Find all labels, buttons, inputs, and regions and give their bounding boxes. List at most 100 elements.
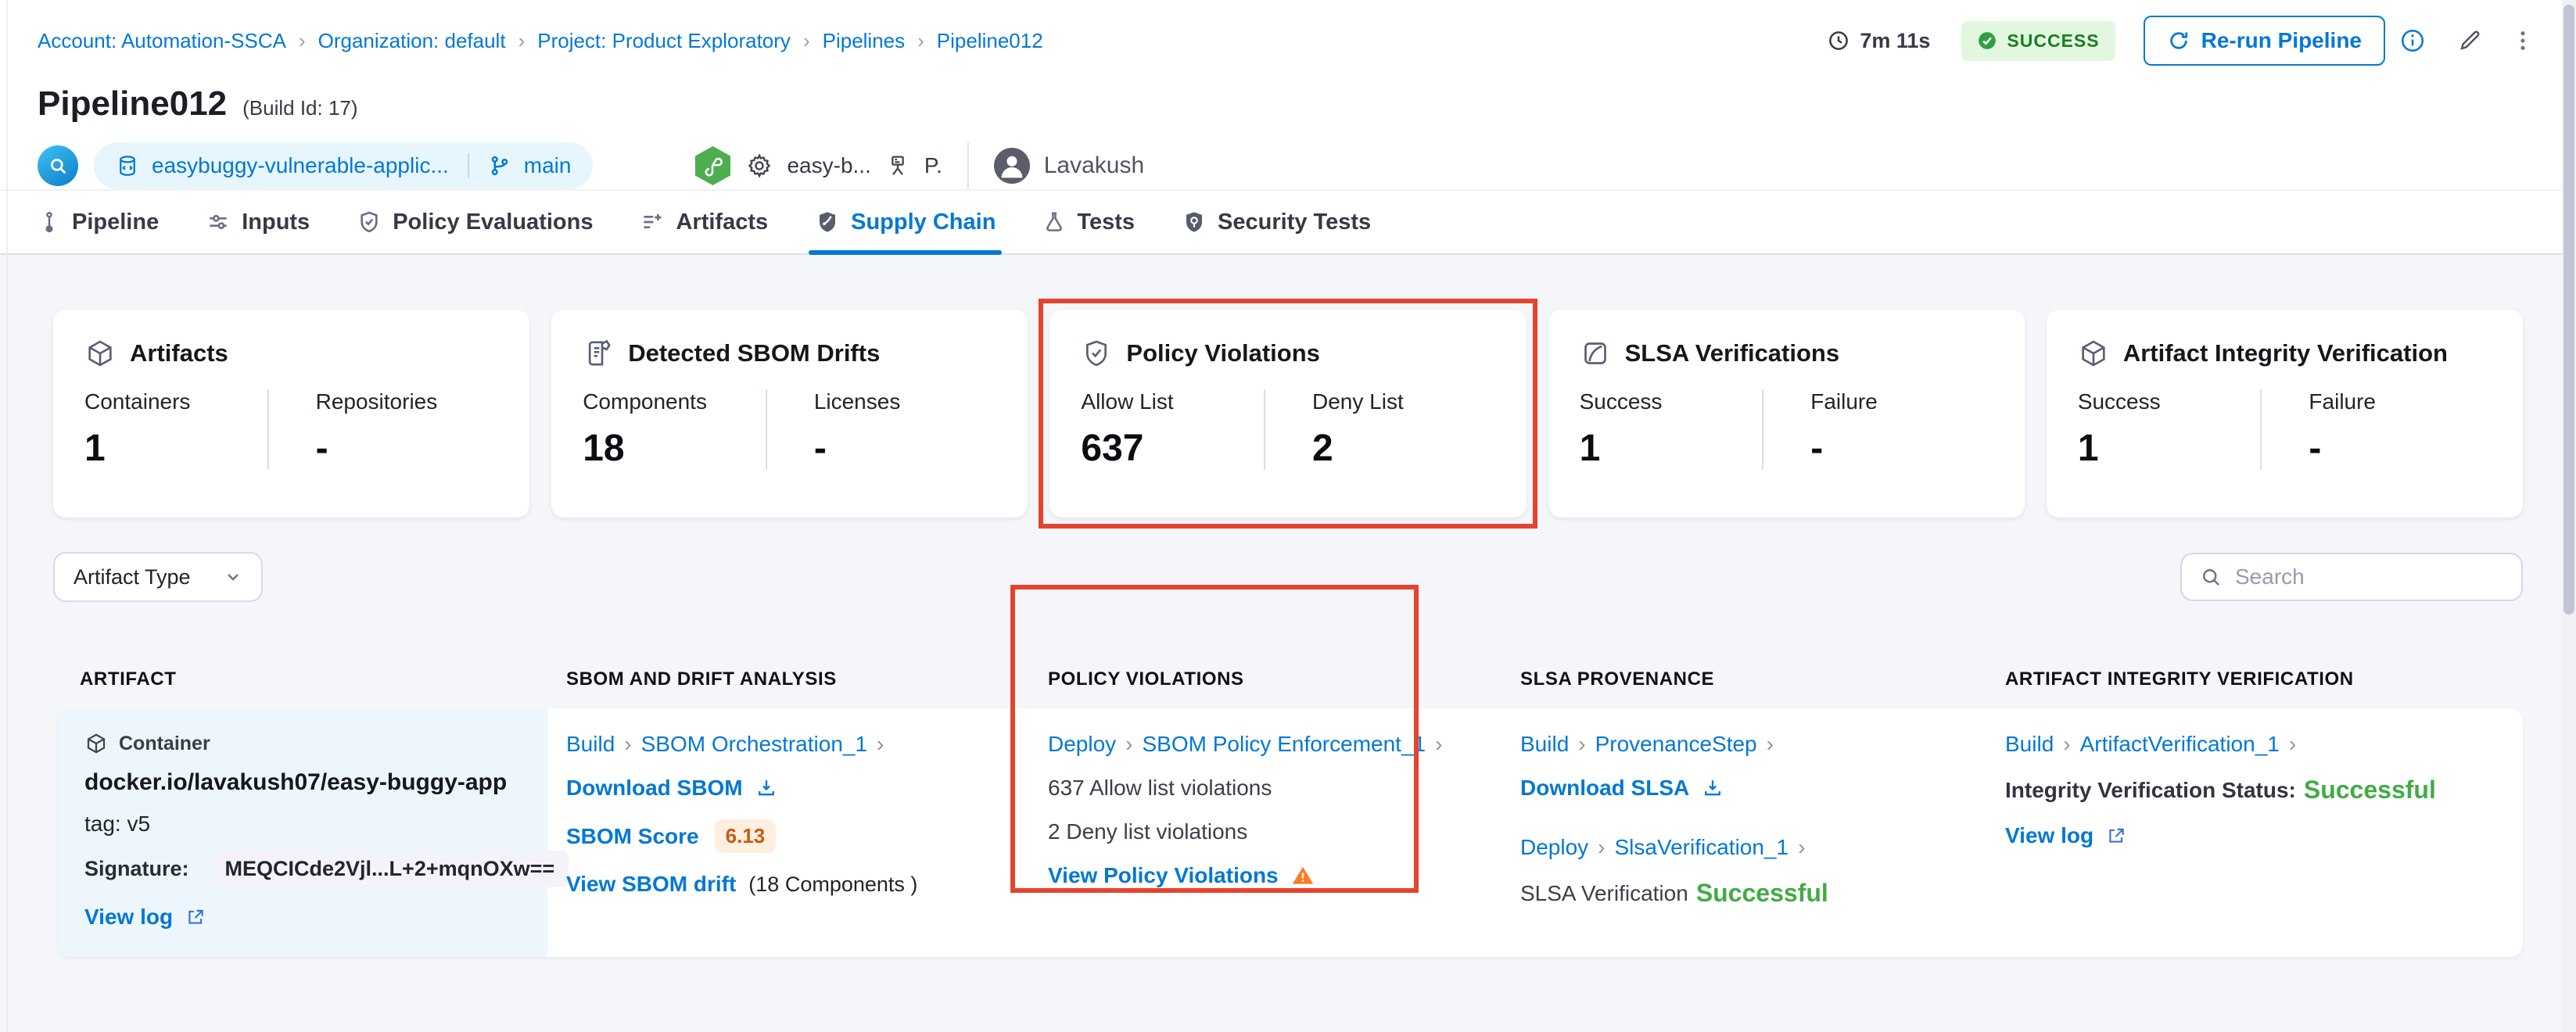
stat-label: Containers <box>84 389 191 414</box>
stage-link[interactable]: Deploy <box>1520 835 1589 859</box>
step-link[interactable]: ProvenanceStep <box>1595 732 1757 756</box>
sbom-document-icon <box>583 338 614 369</box>
view-log-link[interactable]: View log <box>2005 823 2126 848</box>
download-icon <box>755 777 777 799</box>
user-name: Lavakush <box>1043 152 1145 178</box>
search-input[interactable] <box>2235 564 2504 589</box>
stat-label: Licenses <box>813 389 901 414</box>
tab-policy-evaluations[interactable]: Policy Evaluations <box>357 191 593 253</box>
stage-link[interactable]: Deploy <box>1048 732 1117 756</box>
chevron-separator <box>1788 835 1805 860</box>
breadcrumb: Account: Automation-SSCA Organization: d… <box>38 29 1043 53</box>
artifact-tag: tag: v5 <box>84 812 151 836</box>
stat-value: - <box>813 428 827 469</box>
chevron-separator <box>791 29 823 53</box>
info-icon[interactable] <box>2399 27 2426 54</box>
chevron-separator <box>286 29 318 53</box>
check-circle-icon <box>1977 30 1997 51</box>
search-icon <box>2199 565 2223 589</box>
step-link[interactable]: SBOM Policy Enforcement_1 <box>1142 732 1426 756</box>
stat-label: Success <box>2077 389 2161 414</box>
stat-label: Success <box>1579 389 1663 414</box>
download-icon <box>1702 777 1724 799</box>
view-policy-violations-link[interactable]: View Policy Violations <box>1048 863 1315 888</box>
stat-label: Deny List <box>1312 389 1404 414</box>
scrollbar-thumb[interactable] <box>2563 5 2574 615</box>
signature-value: MEQCICde2Vjl...L+2+mqnOXw== <box>210 851 569 887</box>
stat-label: Allow List <box>1081 389 1174 414</box>
chevron-down-icon <box>224 568 242 586</box>
artifact-type-dropdown[interactable]: Artifact Type <box>53 552 263 602</box>
card-sbom-drifts: Detected SBOM Drifts Components 18 Licens… <box>551 310 1028 518</box>
repo-link[interactable]: easybuggy-vulnerable-applic... <box>152 153 449 177</box>
allow-list-violations: 637 Allow list violations <box>1048 776 1272 800</box>
summary-cards: Artifacts Containers 1 Repositories - Dete… <box>53 299 2524 529</box>
breadcrumb-project[interactable]: Project: Product Exploratory <box>537 28 791 52</box>
view-sbom-drift-link[interactable]: View SBOM drift <box>566 872 737 896</box>
chevron-separator <box>1569 732 1595 757</box>
kebab-menu-icon[interactable] <box>2510 27 2535 55</box>
page-header: Account: Automation-SSCA Organization: d… <box>0 0 2576 255</box>
repository-icon <box>116 154 139 177</box>
step-link[interactable]: ArtifactVerification_1 <box>2079 732 2280 756</box>
deny-list-violations: 2 Deny list violations <box>1048 819 1248 844</box>
breadcrumb-pipeline012[interactable]: Pipeline012 <box>936 28 1043 52</box>
cube-icon <box>84 338 116 369</box>
column-header-artifact: ARTIFACT <box>80 668 177 690</box>
breadcrumb-organization[interactable]: Organization: default <box>318 28 506 52</box>
integrity-status-label: Integrity Verification Status: <box>2005 777 2296 802</box>
integrity-status: Successful <box>2303 776 2436 804</box>
tab-tests[interactable]: Tests <box>1042 191 1135 253</box>
drift-components-count: (18 Components ) <box>748 872 918 896</box>
sbom-cell: BuildSBOM Orchestration_1 Download SBOM … <box>547 708 1029 957</box>
card-title-text: Artifact Integrity Verification <box>2122 339 2448 367</box>
artifact-type-badge: Container <box>119 732 210 754</box>
view-log-link[interactable]: View log <box>84 905 206 930</box>
signature-label: Signature: <box>84 857 189 880</box>
download-slsa-link[interactable]: Download SLSA <box>1520 776 1724 801</box>
edit-pencil-icon[interactable] <box>2457 28 2482 53</box>
stat-value: 1 <box>2077 428 2099 469</box>
card-artifacts: Artifacts Containers 1 Repositories - <box>53 310 530 518</box>
rerun-pipeline-button[interactable]: Re-run Pipeline <box>2143 16 2385 66</box>
artifact-table: ARTIFACT SBOM AND DRIFT ANALYSIS POLICY … <box>58 585 2523 957</box>
table-row: Container docker.io/lavakush07/easy-bugg… <box>58 708 2523 957</box>
stat-value: - <box>1810 428 1824 469</box>
chevron-separator <box>506 29 538 53</box>
cube-icon <box>2078 338 2109 369</box>
tab-security-tests[interactable]: Security Tests <box>1182 191 1371 253</box>
sbom-score-link[interactable]: SBOM Score <box>566 823 699 848</box>
card-title-text: SLSA Verifications <box>1624 339 1840 367</box>
chevron-separator <box>905 29 937 53</box>
step-link[interactable]: SBOM Orchestration_1 <box>640 732 868 756</box>
tab-artifacts[interactable]: Artifacts <box>640 191 768 253</box>
breadcrumb-pipelines[interactable]: Pipelines <box>822 28 906 52</box>
webhook-trigger-icon <box>694 146 730 185</box>
tab-inputs[interactable]: Inputs <box>206 191 310 253</box>
vertical-divider <box>967 142 969 189</box>
user-avatar <box>993 148 1030 184</box>
integrity-cell: Build ArtifactVerification_1 Integrity Ve… <box>1986 708 2523 957</box>
status-badge: SUCCESS <box>1961 20 2115 61</box>
branch-link[interactable]: main <box>523 153 572 177</box>
step-link[interactable]: SlsaVerification_1 <box>1614 835 1789 859</box>
stat-value: 18 <box>583 428 625 469</box>
stage-link[interactable]: Build <box>2005 732 2054 756</box>
artifact-cell: Container docker.io/lavakush07/easy-bugg… <box>58 708 569 957</box>
card-artifact-integrity: Artifact Integrity Verification Success 1… <box>2046 310 2524 518</box>
window-left-border <box>6 0 8 1032</box>
tab-supply-chain[interactable]: Supply Chain <box>809 191 1002 255</box>
search-box <box>2180 553 2523 601</box>
stage-link[interactable]: Build <box>1520 732 1570 756</box>
clock-icon <box>1827 29 1850 52</box>
tab-pipeline[interactable]: Pipeline <box>38 191 159 253</box>
breadcrumb-account[interactable]: Account: Automation-SSCA <box>38 28 286 52</box>
external-link-icon <box>2106 826 2126 846</box>
stat-label: Repositories <box>315 389 438 414</box>
execution-duration: 7m 11s <box>1827 29 1930 53</box>
chevron-separator <box>1116 732 1142 757</box>
list-plus-icon <box>640 210 665 235</box>
stage-link[interactable]: Build <box>566 732 615 756</box>
download-sbom-link[interactable]: Download SBOM <box>566 776 777 801</box>
stat-value: - <box>2309 428 2322 469</box>
